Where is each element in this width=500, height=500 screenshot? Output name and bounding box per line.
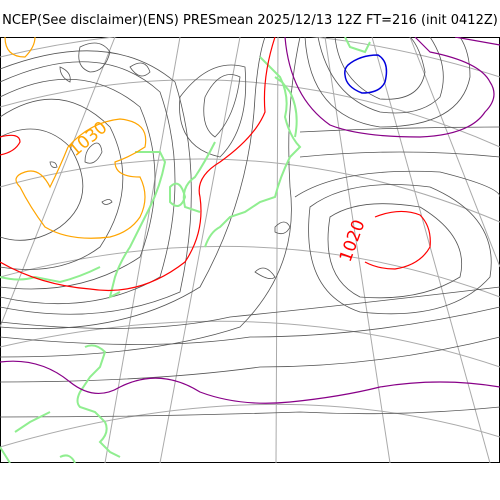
- isobar: [0, 78, 156, 290]
- latitude-line: [0, 37, 500, 78]
- isobar: [0, 50, 192, 315]
- coastline: [204, 56, 302, 248]
- isobar: [254, 267, 276, 280]
- latitude-line: [0, 403, 500, 448]
- pressure-map: 1030 1020: [0, 37, 500, 463]
- map-frame: [0, 37, 500, 463]
- isobar-1020: [0, 134, 21, 156]
- coastline: [59, 454, 76, 463]
- isobar: [327, 203, 462, 299]
- isobar: [299, 151, 500, 158]
- isobar: [179, 64, 247, 158]
- isobar-1010: [454, 37, 500, 46]
- isobar: [317, 37, 444, 114]
- isobar: [0, 406, 500, 418]
- longitude-line: [371, 37, 491, 463]
- coastline: [76, 344, 121, 458]
- isobar: [0, 128, 84, 241]
- isobar-1010: [284, 37, 495, 138]
- coastline: [14, 411, 51, 433]
- isobar: [49, 161, 58, 168]
- coastline: [169, 182, 187, 207]
- isobar: [299, 126, 500, 133]
- isobar: [274, 221, 291, 235]
- latitude-line: [0, 320, 500, 368]
- isobar-1020: [364, 210, 431, 270]
- isobar: [129, 62, 151, 77]
- isobar: [0, 286, 500, 329]
- isobar-1030: [4, 37, 36, 58]
- isobar: [0, 306, 500, 345]
- isobar-1020-group: [0, 37, 431, 292]
- isobar-1010: [0, 360, 500, 404]
- low-isobar: [344, 54, 388, 94]
- isobar: [78, 42, 111, 73]
- coastline: [0, 446, 11, 463]
- isobars: [0, 37, 500, 418]
- longitude-line: [324, 37, 391, 463]
- coastlines: [0, 37, 371, 463]
- graticule: [0, 37, 500, 463]
- map-title: NCEP(See disclaimer)(ENS) PRESmean 2025/…: [2, 13, 498, 28]
- isobar: [0, 61, 176, 305]
- isobar: [101, 199, 113, 205]
- isobar: [0, 37, 301, 358]
- coastline: [344, 37, 371, 54]
- isobar-1020: [0, 37, 276, 292]
- latitude-line: [0, 158, 500, 223]
- isobar: [0, 37, 266, 330]
- isobar: [334, 37, 426, 100]
- coastline: [108, 151, 167, 299]
- isobar: [84, 142, 103, 164]
- isobar: [294, 170, 500, 198]
- isobar-1030: [15, 118, 147, 239]
- latitude-line: [0, 245, 500, 298]
- coastline: [0, 266, 101, 284]
- longitude-line: [275, 37, 279, 463]
- isobar-1030-group: [4, 37, 147, 239]
- coastline: [274, 76, 298, 138]
- isobar-1010-group: [0, 37, 500, 404]
- isobar: [59, 66, 71, 83]
- isobar: [203, 74, 241, 138]
- isobar: [0, 98, 124, 270]
- longitude-line: [159, 37, 241, 463]
- isobar: [304, 37, 471, 128]
- low-isobar-group: [344, 54, 388, 94]
- isobar: [308, 184, 492, 315]
- longitude-line: [409, 37, 500, 268]
- latitude-line: [0, 79, 500, 148]
